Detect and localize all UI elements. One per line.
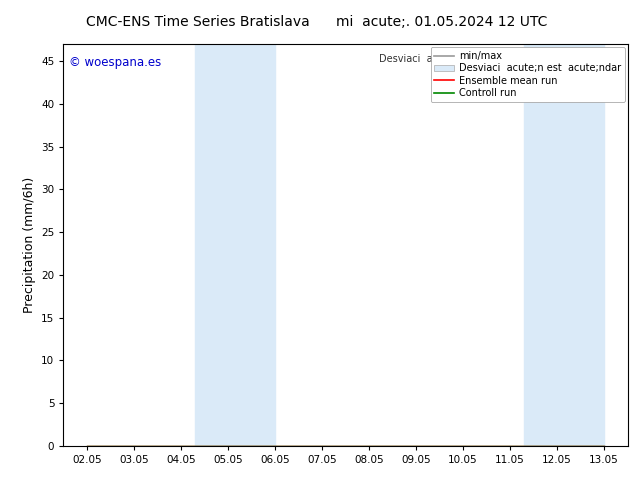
Text: CMC-ENS Time Series Bratislava      mi  acute;. 01.05.2024 12 UTC: CMC-ENS Time Series Bratislava mi acute;… (86, 15, 548, 29)
Text: © woespana.es: © woespana.es (69, 56, 161, 69)
Y-axis label: Precipitation (mm/6h): Precipitation (mm/6h) (23, 177, 36, 313)
Text: Desviaci  acute;n est  acute;ndar: Desviaci acute;n est acute;ndar (379, 54, 541, 64)
Bar (195, 44, 228, 446)
Bar (524, 44, 557, 446)
Bar (557, 44, 604, 446)
Bar (228, 44, 275, 446)
Legend: min/max, Desviaci  acute;n est  acute;ndar, Ensemble mean run, Controll run: min/max, Desviaci acute;n est acute;ndar… (430, 47, 624, 102)
